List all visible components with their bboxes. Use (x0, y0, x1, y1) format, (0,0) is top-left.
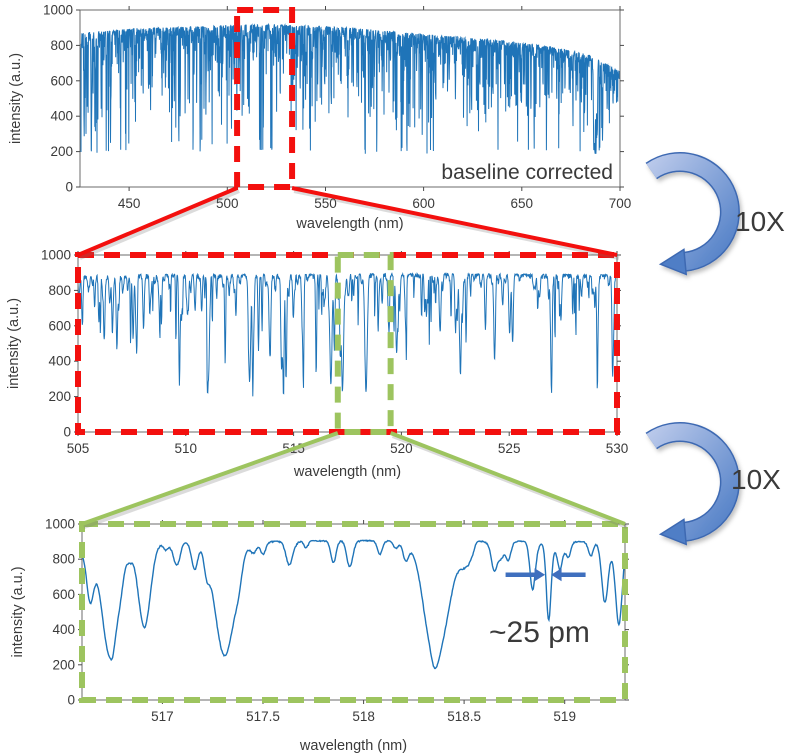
zoom-label-2: 10X (731, 464, 781, 495)
linewidth-arrow-left-head (534, 568, 546, 582)
x-tick-label: 600 (412, 196, 435, 211)
x-axis-label: wavelength (nm) (293, 464, 401, 480)
x-tick-label: 518 (352, 709, 375, 724)
y-tick-label: 200 (48, 389, 71, 404)
x-tick-label: 550 (314, 196, 337, 211)
y-tick-label: 0 (67, 693, 75, 708)
x-tick-label: 500 (216, 196, 239, 211)
zoom-connector-line (291, 186, 618, 257)
y-tick-label: 1000 (41, 248, 71, 263)
connector-shadow (83, 434, 341, 529)
linewidth-label: ~25 pm (489, 616, 590, 649)
zoom-connector-line (81, 431, 339, 526)
y-tick-label: 600 (52, 587, 75, 602)
curved-arrow-icon (646, 153, 739, 271)
zoom-arrow-1 (645, 152, 740, 276)
y-axis-label: intensity (a.u.) (10, 566, 26, 657)
x-tick-label: 520 (390, 441, 413, 456)
spectrum-line (81, 539, 626, 670)
y-tick-label: 200 (50, 144, 73, 159)
zoom-arrow-2 (645, 422, 740, 546)
connector-shadow (391, 434, 628, 529)
y-tick-label: 1000 (45, 517, 75, 532)
y-tick-label: 800 (50, 38, 73, 53)
y-tick-label: 400 (50, 109, 73, 124)
x-axis-label: wavelength (nm) (299, 738, 407, 754)
x-tick-label: 510 (175, 441, 198, 456)
top-spectrum-plot: 450 500 550 600 650 700 0 200 400 600 800 1000 wavel… (8, 3, 631, 233)
curved-arrow-head (658, 248, 688, 276)
zoom-label-1: 10X (735, 206, 785, 237)
y-tick-label: 800 (52, 552, 75, 567)
x-tick-label: 517.5 (246, 709, 280, 724)
x-tick-label: 700 (609, 196, 632, 211)
baseline-note: baseline corrected (441, 161, 613, 184)
x-tick-label: 519 (553, 709, 576, 724)
x-tick-label: 518.5 (447, 709, 481, 724)
connector-shadow (293, 189, 620, 260)
zoom-highlight-box (234, 7, 296, 190)
y-tick-label: 400 (48, 354, 71, 369)
y-tick-label: 0 (63, 425, 71, 440)
spectrum-line (79, 22, 621, 154)
x-tick-label: 505 (67, 441, 90, 456)
y-tick-label: 200 (52, 657, 75, 672)
zoom-connector-line (77, 186, 238, 257)
y-axis-label: intensity (a.u.) (8, 53, 24, 144)
y-tick-label: 1000 (43, 3, 73, 18)
spectrum-line (77, 271, 618, 397)
connector-shadow (79, 189, 240, 260)
x-tick-label: 525 (498, 441, 521, 456)
bottom-zoom-plot: 517 517.5 518 518.5 519 0 200 400 600 800 1000 wave… (10, 517, 629, 754)
y-tick-label: 600 (48, 318, 71, 333)
zoom-connector-lines (77, 186, 628, 529)
y-axis-label: intensity (a.u.) (6, 298, 22, 389)
x-tick-label: 517 (151, 709, 174, 724)
x-axis-label: wavelength (nm) (295, 216, 403, 232)
curved-arrow-head (658, 518, 688, 546)
y-tick-label: 800 (48, 283, 71, 298)
zoom-highlight-box (334, 252, 394, 435)
zoom-connector-line (389, 431, 626, 526)
y-tick-label: 600 (50, 73, 73, 88)
x-tick-label: 650 (511, 196, 534, 211)
linewidth-arrow-right-head (551, 568, 562, 582)
y-tick-label: 0 (65, 180, 73, 195)
axes-frame (79, 9, 621, 188)
x-tick-label: 450 (118, 196, 141, 211)
y-tick-label: 400 (52, 622, 75, 637)
curved-arrow-icon (646, 423, 739, 541)
zoom-source-border (79, 521, 628, 703)
middle-zoom-plot: 50551051552052553002004006008001000wavel… (6, 248, 628, 481)
x-tick-label: 530 (606, 441, 629, 456)
